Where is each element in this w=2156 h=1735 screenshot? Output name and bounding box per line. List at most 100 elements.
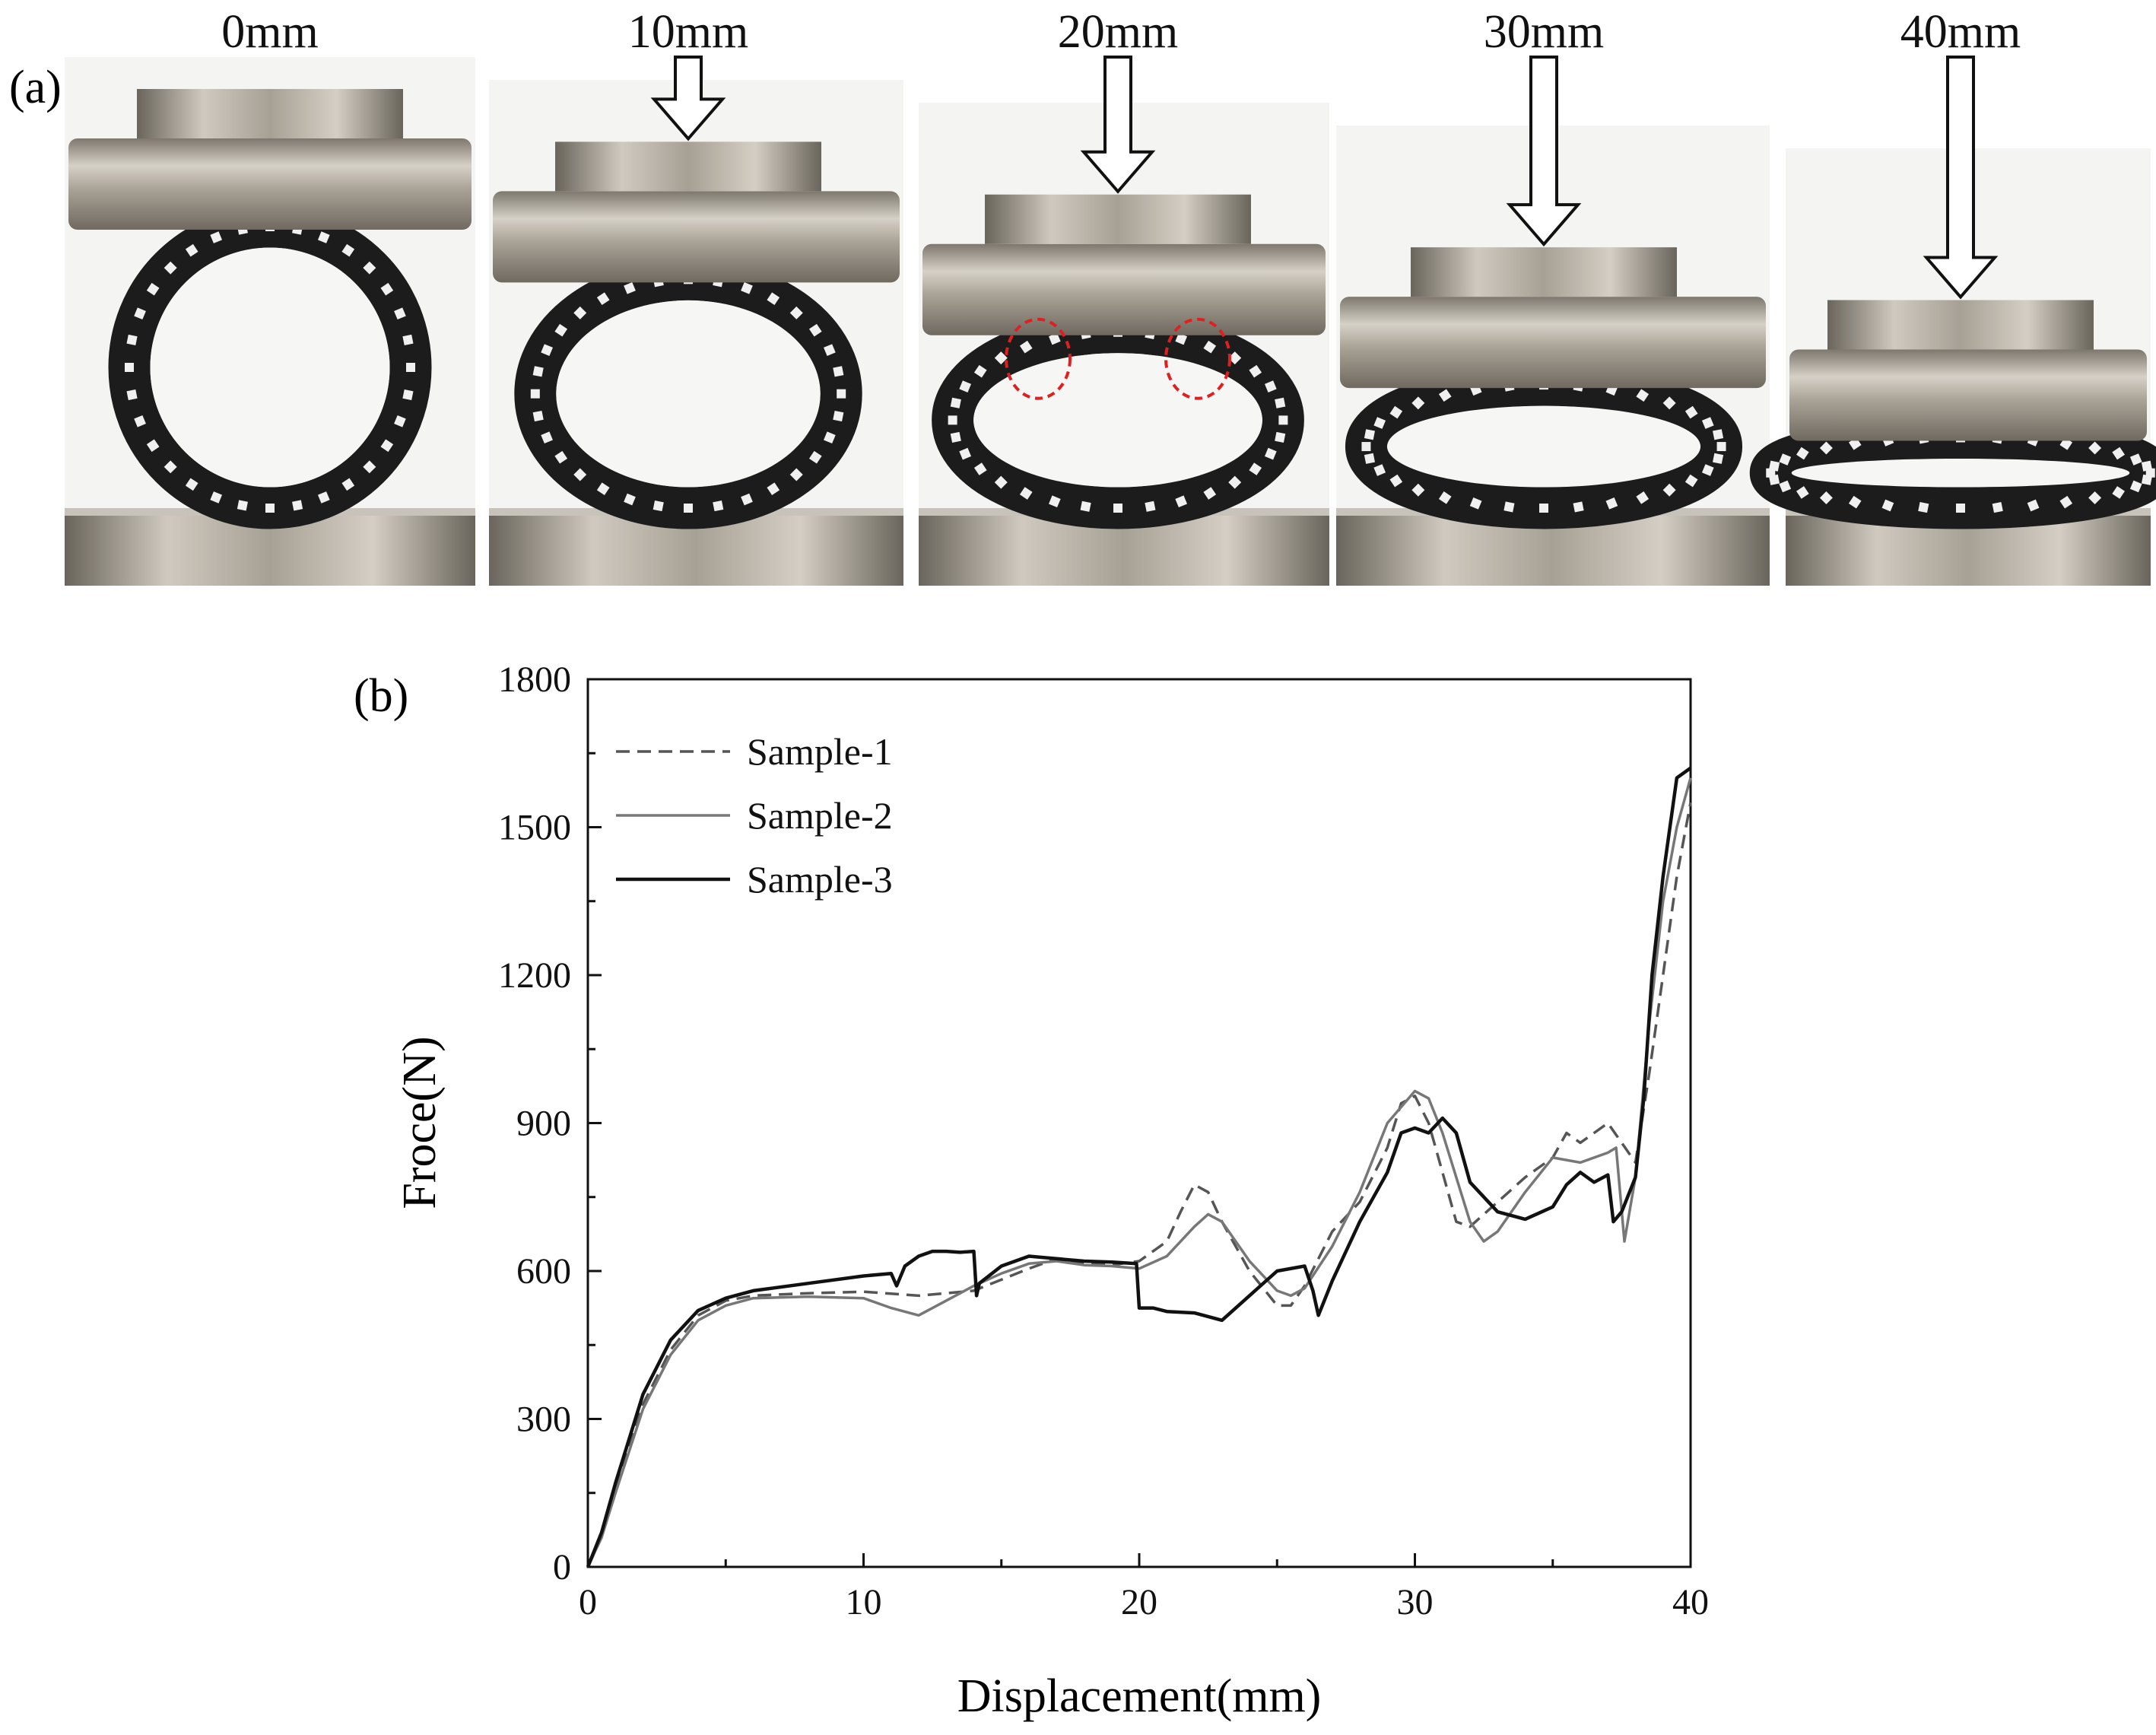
lattice-cell bbox=[833, 366, 844, 377]
lattice-cell bbox=[1228, 475, 1242, 489]
y-tick-label: 1200 bbox=[498, 955, 571, 996]
x-tick-label: 40 bbox=[1672, 1582, 1709, 1622]
lattice-cell bbox=[126, 334, 138, 345]
lattice-cell bbox=[808, 323, 822, 337]
lattice-cell bbox=[1713, 429, 1724, 440]
lattice-cell bbox=[363, 460, 376, 474]
lattice-cell bbox=[959, 380, 972, 392]
lattice-cell bbox=[1636, 491, 1650, 504]
lattice-cell bbox=[265, 504, 275, 513]
lattice-cell bbox=[2145, 468, 2155, 478]
lattice-cell bbox=[363, 261, 376, 275]
lattice-cell bbox=[2141, 460, 2153, 472]
ring-hole bbox=[150, 247, 390, 488]
lattice-cell bbox=[402, 334, 414, 345]
lattice-cell bbox=[341, 478, 355, 491]
lattice-cell bbox=[1796, 446, 1809, 460]
lattice-cell bbox=[684, 504, 693, 513]
ring-hole bbox=[556, 300, 821, 488]
lattice-cell bbox=[1684, 405, 1698, 419]
upper-plate bbox=[1789, 349, 2147, 441]
lattice-cell bbox=[624, 493, 636, 506]
legend: Sample-1 Sample-2 Sample-3 bbox=[616, 730, 893, 901]
fixture-block bbox=[137, 89, 403, 138]
lattice-cell bbox=[950, 431, 961, 443]
lattice-cell bbox=[767, 482, 780, 495]
y-tick-label: 600 bbox=[516, 1251, 571, 1292]
lattice-cell bbox=[1796, 486, 1809, 499]
stage-10mm: 10mm bbox=[489, 6, 903, 586]
legend-label: Sample-1 bbox=[747, 730, 893, 773]
lattice-cell bbox=[541, 344, 553, 357]
lattice-cell bbox=[394, 307, 406, 320]
lattice-cell bbox=[713, 500, 724, 512]
lattice-cell bbox=[824, 344, 836, 357]
lattice-cell bbox=[185, 478, 198, 491]
lattice-cell bbox=[317, 231, 330, 243]
ring-hole bbox=[973, 353, 1262, 488]
lattice-cell bbox=[1766, 468, 1776, 478]
stage-30mm: 30mm bbox=[1336, 6, 1770, 586]
lattice-cell bbox=[994, 475, 1008, 489]
load-arrow-icon bbox=[1080, 56, 1156, 194]
fixture-block bbox=[1827, 300, 2094, 350]
lattice-cell bbox=[1019, 487, 1033, 500]
lattice-cell bbox=[1411, 396, 1425, 410]
stage-20mm: 20mm bbox=[919, 6, 1329, 586]
force-displacement-chart: 0 10 20 30 40 0 300 600 900 1200 1500 1800 Sample-1… bbox=[394, 659, 1709, 1722]
lattice-cell bbox=[1684, 474, 1698, 488]
legend-label: Sample-2 bbox=[747, 794, 893, 837]
stage-label: 0mm bbox=[221, 6, 318, 58]
y-tick-label: 0 bbox=[553, 1547, 571, 1587]
lattice-cell bbox=[1373, 464, 1386, 476]
lattice-cell bbox=[1175, 332, 1188, 345]
lattice-cell bbox=[1779, 453, 1792, 466]
lattice-cell bbox=[1080, 500, 1091, 512]
lattice-cell bbox=[1716, 442, 1726, 452]
lattice-cell bbox=[1992, 502, 2003, 513]
upper-plate bbox=[493, 191, 900, 283]
lattice-cell bbox=[317, 491, 330, 504]
lattice-cell bbox=[973, 364, 987, 378]
lattice-cell bbox=[1145, 500, 1156, 512]
x-axis-label: Displacement(mm) bbox=[957, 1670, 1322, 1722]
lattice-cell bbox=[380, 439, 394, 453]
lattice-cell bbox=[541, 431, 553, 444]
fixture-block bbox=[985, 194, 1251, 244]
lattice-cell bbox=[1364, 429, 1375, 440]
lattice-cell bbox=[1361, 442, 1371, 452]
lattice-cell bbox=[1278, 415, 1288, 425]
lattice-cell bbox=[624, 281, 636, 294]
lattice-cell bbox=[185, 243, 198, 257]
lattice-cell bbox=[833, 410, 844, 422]
lattice-cell bbox=[1264, 447, 1277, 460]
lattice-cell bbox=[1203, 340, 1217, 354]
lattice-cell bbox=[1701, 417, 1714, 429]
lattice-cell bbox=[1389, 474, 1403, 488]
lattice-cell bbox=[1364, 453, 1375, 464]
stage-label: 30mm bbox=[1484, 6, 1604, 58]
lattice-cell bbox=[2088, 441, 2102, 455]
load-arrow-icon bbox=[1506, 56, 1582, 247]
lattice-cell bbox=[1605, 497, 1618, 510]
lattice-cell bbox=[1438, 389, 1452, 402]
x-tick-label: 30 bbox=[1397, 1582, 1434, 1622]
lattice-cell bbox=[1881, 499, 1894, 512]
lattice-cell bbox=[837, 389, 846, 399]
lattice-cell bbox=[1701, 464, 1714, 476]
fixture-block bbox=[555, 141, 821, 192]
lattice-cell bbox=[1275, 431, 1286, 443]
lattice-cell bbox=[125, 363, 134, 372]
lattice-cell bbox=[824, 431, 836, 444]
lattice-cell bbox=[653, 500, 664, 512]
lattice-cell bbox=[1113, 504, 1122, 513]
y-axis-label: Froce(N) bbox=[394, 1036, 446, 1209]
ring-hole bbox=[1791, 459, 2130, 488]
series-line-sample-2 bbox=[586, 777, 1692, 1568]
stage-40mm: 40mm bbox=[1749, 6, 2156, 586]
panel-b-label: (b) bbox=[354, 670, 408, 722]
stage-0mm: 0mm bbox=[65, 6, 475, 586]
lattice-cell bbox=[1779, 480, 1792, 493]
lattice-cell bbox=[380, 282, 394, 296]
stage-label: 20mm bbox=[1058, 6, 1178, 58]
